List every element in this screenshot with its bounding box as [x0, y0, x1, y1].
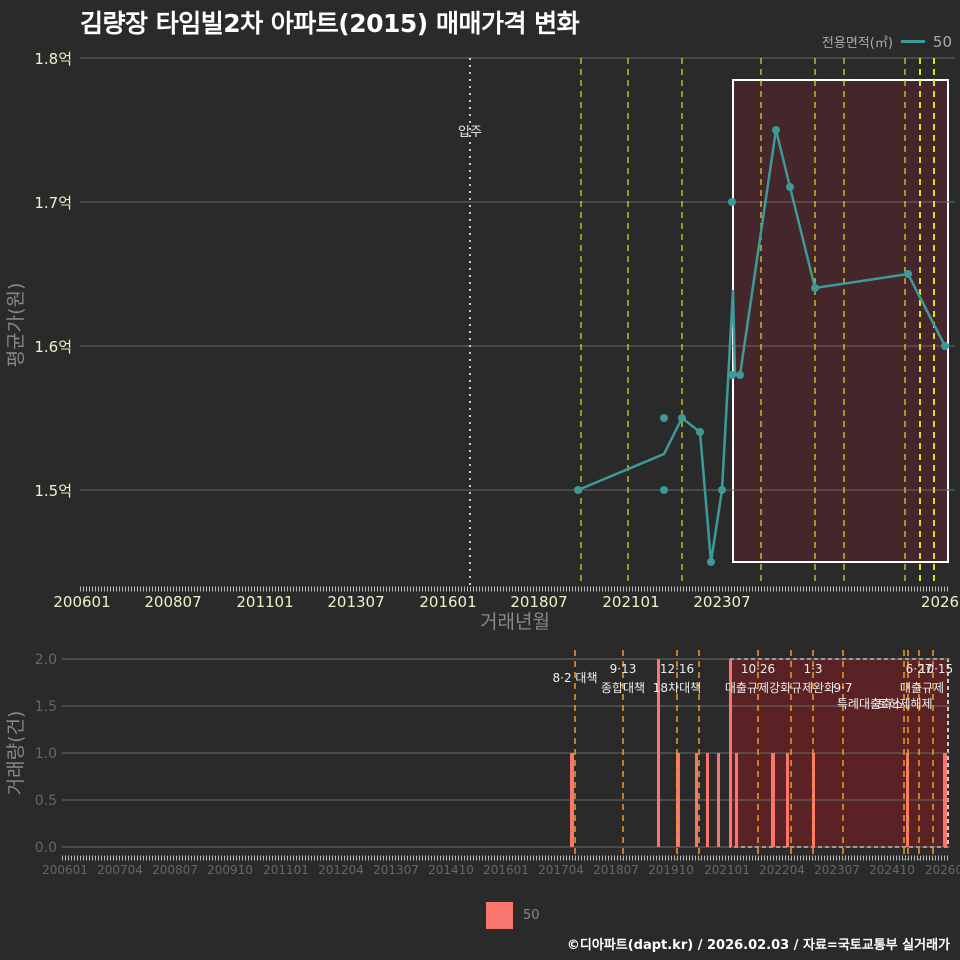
svg-text:201807: 201807 [593, 863, 639, 877]
svg-text:1.6억: 1.6억 [34, 338, 72, 356]
legend-bottom: 50 [486, 902, 540, 929]
svg-text:202101: 202101 [704, 863, 750, 877]
top-x-axis-title: 거래년월 [480, 611, 550, 633]
legend-line-swatch-icon [900, 40, 925, 43]
svg-text:2.0: 2.0 [35, 652, 57, 668]
bottom-y-axis-title: 거래량(건) [5, 711, 27, 796]
svg-text:대출규제강화: 대출규제강화 [725, 681, 791, 695]
chart-title: 김량장 타임빌2차 아파트(2015) 매매가격 변화 [80, 9, 580, 38]
legend-bottom-label: 50 [523, 908, 540, 923]
svg-text:201807: 201807 [510, 593, 567, 611]
svg-text:200601: 200601 [42, 863, 88, 877]
top-chart: 1.8억 1.7억 1.6억 1.5억 평균가(원) 입주 [5, 50, 959, 633]
svg-text:201307: 201307 [373, 863, 419, 877]
svg-text:1.7억: 1.7억 [34, 194, 72, 212]
bottom-gridlines [62, 658, 950, 848]
svg-text:201410: 201410 [428, 863, 474, 877]
legend-series-label: 50 [932, 32, 952, 51]
bottom-x-ticks: 200601 200704 200807 200910 201101 20120… [42, 863, 960, 877]
svg-text:202307: 202307 [693, 593, 750, 611]
highlight-box [732, 79, 949, 563]
legend-title: 전용면적(㎡) [821, 36, 893, 51]
svg-text:201601: 201601 [483, 863, 529, 877]
svg-text:종합대책: 종합대책 [601, 680, 645, 695]
svg-text:8·2 대책: 8·2 대책 [553, 670, 598, 685]
svg-text:201704: 201704 [538, 863, 584, 877]
svg-text:20260: 20260 [925, 863, 960, 877]
svg-text:201204: 201204 [318, 863, 364, 877]
svg-text:10·15: 10·15 [919, 662, 953, 676]
svg-text:9·13: 9·13 [610, 662, 637, 676]
svg-text:200601: 200601 [53, 593, 110, 611]
svg-text:18차대책: 18차대책 [653, 680, 701, 695]
svg-text:202410: 202410 [869, 863, 915, 877]
svg-text:202101: 202101 [602, 593, 659, 611]
svg-text:12·16: 12·16 [660, 662, 694, 676]
top-y-axis-title: 평균가(원) [5, 283, 27, 368]
bottom-policy-lines [574, 650, 934, 860]
svg-text:1.5억: 1.5억 [34, 482, 72, 500]
svg-text:200704: 200704 [97, 863, 143, 877]
legend-bar-swatch-icon [486, 902, 513, 929]
price-points [574, 126, 949, 566]
svg-text:201101: 201101 [236, 593, 293, 611]
move-in-label: 입주 [458, 125, 482, 140]
top-gridlines [80, 57, 955, 491]
svg-text:토허제해제: 토허제해제 [877, 697, 932, 711]
svg-text:대출규제: 대출규제 [900, 681, 944, 695]
svg-text:규제완화: 규제완화 [791, 681, 835, 695]
svg-text:201910: 201910 [648, 863, 694, 877]
svg-text:1.0: 1.0 [35, 746, 57, 762]
bottom-y-ticks: 2.0 1.5 1.0 0.5 0.0 [35, 652, 57, 856]
svg-text:10·26: 10·26 [741, 662, 775, 676]
svg-text:0.5: 0.5 [35, 793, 57, 809]
policy-annotations: 8·2 대책 9·13 종합대책 12·16 18차대책 10·26 대출규제강… [553, 662, 954, 711]
legend-top: 전용면적(㎡) 50 [821, 32, 952, 52]
svg-text:200807: 200807 [152, 863, 198, 877]
svg-text:1.8억: 1.8억 [34, 50, 72, 68]
svg-text:202204: 202204 [759, 863, 805, 877]
svg-text:202307: 202307 [814, 863, 860, 877]
svg-text:0.0: 0.0 [35, 840, 57, 856]
svg-text:6·27: 6·27 [906, 662, 933, 676]
top-x-ticks: 200601 200807 201101 201307 201601 20180… [53, 593, 959, 611]
svg-text:2026: 2026 [921, 593, 959, 611]
bottom-chart: 2.0 1.5 1.0 0.5 0.0 거래량(건) [5, 650, 960, 877]
svg-text:특례대출축소: 특례대출축소 [837, 697, 903, 711]
svg-text:200910: 200910 [207, 863, 253, 877]
svg-text:1·3: 1·3 [803, 662, 822, 676]
source-caption: ©디아파트(dapt.kr) / 2026.02.03 / 자료=국토교통부 실… [566, 938, 950, 953]
svg-text:201601: 201601 [419, 593, 476, 611]
top-y-ticks: 1.8억 1.7억 1.6억 1.5억 [34, 50, 72, 500]
svg-text:200807: 200807 [144, 593, 201, 611]
svg-text:9·7: 9·7 [833, 681, 852, 695]
volume-bars [570, 659, 947, 847]
svg-text:1.5: 1.5 [35, 699, 57, 715]
svg-text:201307: 201307 [327, 593, 384, 611]
svg-text:201101: 201101 [263, 863, 309, 877]
